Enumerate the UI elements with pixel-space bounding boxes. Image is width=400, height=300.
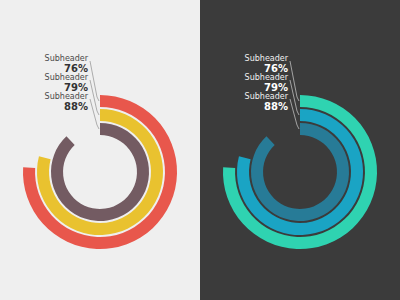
svg-text:88%: 88% bbox=[264, 101, 288, 112]
svg-text:Subheader: Subheader bbox=[45, 73, 89, 82]
svg-text:88%: 88% bbox=[64, 101, 88, 112]
svg-text:Subheader: Subheader bbox=[245, 54, 289, 63]
svg-text:76%: 76% bbox=[64, 62, 88, 74]
svg-text:Subheader: Subheader bbox=[245, 73, 289, 82]
svg-text:79%: 79% bbox=[264, 81, 288, 93]
svg-text:Subheader: Subheader bbox=[45, 54, 89, 63]
svg-text:Subheader: Subheader bbox=[245, 92, 289, 101]
svg-text:79%: 79% bbox=[64, 81, 88, 93]
svg-text:Subheader: Subheader bbox=[45, 92, 89, 101]
svg-text:76%: 76% bbox=[264, 62, 288, 74]
